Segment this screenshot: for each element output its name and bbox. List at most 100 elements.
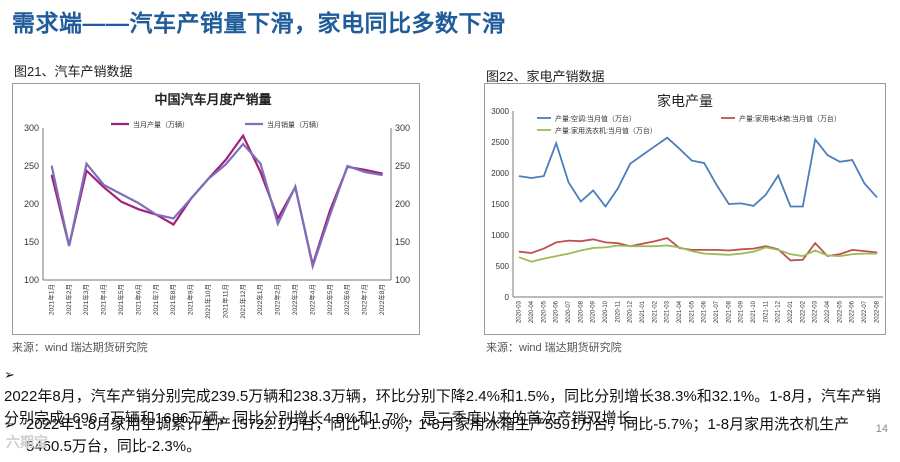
data-point — [543, 175, 545, 177]
data-point — [851, 159, 853, 161]
x-tick-label: 2021-06 — [702, 300, 708, 323]
data-point — [691, 160, 693, 162]
x-tick-label: 2021-02 — [652, 300, 658, 323]
arrow-bullet-icon: ➢ — [4, 417, 15, 432]
x-tick-label: 2022年3月 — [290, 284, 299, 315]
data-point — [641, 243, 644, 245]
x-tick-label: 2021-10 — [751, 300, 757, 323]
x-tick-label: 2021-04 — [677, 300, 683, 323]
right-figure-label: 图22、家电产销数据 — [486, 69, 605, 84]
data-point — [617, 187, 619, 190]
x-tick-label: 2021年1月 — [46, 284, 55, 315]
x-tick-label: 2021年3月 — [81, 284, 90, 315]
data-point — [138, 208, 140, 210]
data-point — [765, 194, 767, 196]
data-point — [51, 165, 53, 167]
data-point — [728, 203, 730, 205]
data-point — [617, 244, 619, 247]
data-point — [259, 171, 262, 173]
data-point — [530, 252, 533, 254]
data-point — [604, 241, 607, 243]
bullet-appliance-line2: 5460.5万台，同比-2.3%。 — [26, 438, 202, 455]
x-tick-label: 2022-02 — [800, 300, 806, 323]
x-tick-label: 2020-11 — [615, 300, 621, 322]
data-point — [172, 223, 175, 226]
x-tick-label: 2022-06 — [850, 300, 856, 323]
series-line-1 — [519, 136, 878, 209]
data-point — [555, 255, 557, 257]
data-point — [802, 205, 804, 208]
data-point — [225, 163, 227, 166]
data-point — [678, 246, 681, 248]
data-point — [172, 217, 175, 219]
data-point — [876, 196, 878, 198]
data-point — [207, 178, 209, 180]
data-point — [851, 249, 853, 251]
data-point — [120, 193, 122, 195]
page-title: 需求端——汽车产销量下滑，家电同比多数下滑 — [12, 10, 506, 36]
x-tick-label: 2020-09 — [591, 300, 597, 323]
data-point — [641, 245, 644, 247]
data-point — [826, 254, 829, 257]
data-point — [242, 143, 244, 145]
data-point — [580, 240, 582, 242]
data-point — [85, 163, 88, 165]
appliance-chart: 家电产量 0 500 1000 1500 2000 2500 3000 2020-03 2020-… — [491, 93, 883, 323]
x-tick-label: 2021-05 — [689, 300, 695, 323]
data-point — [654, 145, 656, 147]
y-tick-label: 0 — [505, 293, 510, 302]
y-tick-label: 2000 — [491, 169, 509, 178]
data-point — [814, 242, 816, 244]
data-point — [259, 163, 262, 165]
y-tick-label: 2500 — [491, 138, 509, 147]
bullet-car-line2: 分别完成1696.7万辆和1686万辆，同比分别增长4.8%和1.7%，是二季度… — [4, 410, 647, 427]
x-tick-label: 2021年8月 — [168, 284, 177, 315]
bullet-appliance-line1: 2022年1-8月家用空调累计生产15722.1万台，同比+1.9%；1-8月家… — [26, 416, 850, 433]
x-tick-label: 2021年12月 — [238, 284, 247, 319]
data-point — [294, 185, 296, 188]
data-point — [346, 165, 349, 167]
data-point — [580, 200, 582, 203]
data-point — [876, 253, 878, 255]
data-point — [364, 171, 366, 173]
y-tick-label: 100 — [24, 275, 39, 285]
right-figure-source: 来源：wind 瑞达期货研究院 — [486, 342, 622, 354]
legend-label-2: 当月销量（万辆） — [267, 120, 323, 129]
data-point — [789, 259, 792, 261]
data-point — [604, 205, 607, 208]
data-point — [814, 249, 816, 252]
data-point — [654, 245, 656, 247]
data-point — [863, 182, 866, 185]
x-tick-label: 2022-08 — [874, 300, 880, 323]
data-point — [802, 255, 804, 257]
data-point — [592, 238, 594, 240]
data-point — [329, 209, 331, 211]
data-point — [777, 174, 779, 177]
x-tick-label: 2022-05 — [837, 300, 843, 323]
data-point — [567, 181, 570, 183]
data-point — [765, 246, 767, 248]
data-point — [728, 254, 730, 256]
data-point — [68, 245, 70, 247]
y-tick-label: 500 — [496, 262, 510, 271]
series-line-3 — [518, 244, 877, 263]
x-tick-label: 2021年11月 — [220, 284, 229, 318]
x-tick-label: 2021-07 — [714, 300, 720, 323]
x-tick-label: 2021-12 — [776, 300, 782, 323]
data-point — [814, 138, 816, 141]
x-tick-label: 2022-03 — [813, 300, 819, 323]
y-tick-label: 300 — [24, 123, 39, 133]
data-point — [381, 173, 383, 175]
data-point — [518, 175, 520, 177]
data-point — [703, 249, 705, 251]
data-point — [715, 253, 718, 255]
y-tick-label: 250 — [24, 161, 39, 171]
x-tick-label: 2020-08 — [578, 300, 584, 323]
data-point — [740, 248, 742, 250]
data-point — [580, 249, 582, 252]
y2-tick-label: 100 — [395, 275, 410, 285]
data-point — [666, 137, 668, 139]
data-point — [543, 248, 545, 250]
data-point — [691, 250, 693, 252]
x-tick-label: 2021-08 — [726, 300, 732, 323]
